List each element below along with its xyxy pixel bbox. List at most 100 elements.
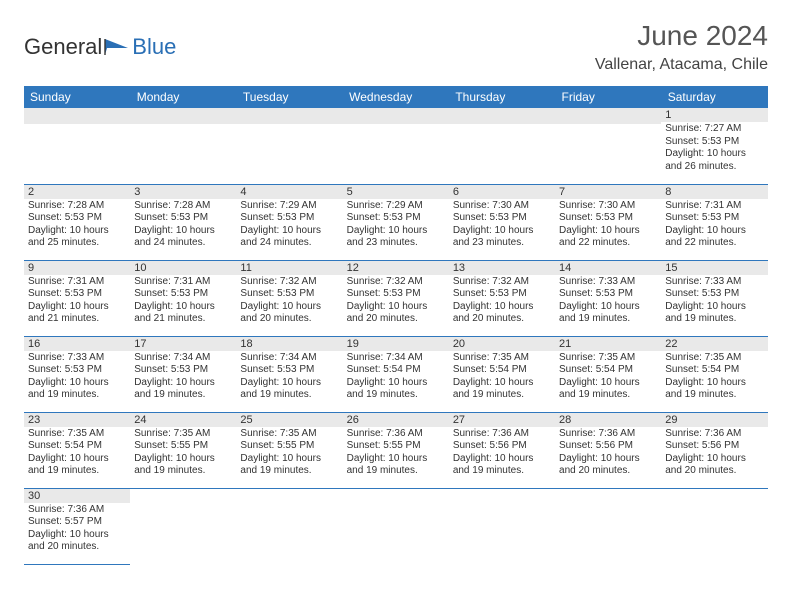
day-info: Sunrise: 7:31 AMSunset: 5:53 PMDaylight:… — [661, 200, 767, 252]
day-number: 7 — [555, 185, 661, 199]
info-line: Sunset: 5:53 PM — [240, 212, 338, 225]
day-info: Sunrise: 7:35 AMSunset: 5:54 PMDaylight:… — [555, 352, 661, 404]
day-cell: 25Sunrise: 7:35 AMSunset: 5:55 PMDayligh… — [236, 412, 342, 488]
info-line: and 23 minutes. — [453, 237, 551, 250]
day-number: 20 — [449, 337, 555, 351]
info-line: Sunset: 5:53 PM — [347, 212, 445, 225]
day-info: Sunrise: 7:35 AMSunset: 5:54 PMDaylight:… — [449, 352, 555, 404]
info-line: Daylight: 10 hours — [453, 377, 551, 390]
day-cell: 11Sunrise: 7:32 AMSunset: 5:53 PMDayligh… — [236, 260, 342, 336]
info-line: and 20 minutes. — [347, 313, 445, 326]
day-number: 26 — [343, 413, 449, 427]
day-number: 3 — [130, 185, 236, 199]
day-cell: 30Sunrise: 7:36 AMSunset: 5:57 PMDayligh… — [24, 488, 130, 564]
day-number: 10 — [130, 261, 236, 275]
info-line: Sunset: 5:53 PM — [28, 364, 126, 377]
info-line: and 20 minutes. — [665, 465, 763, 478]
info-line: Daylight: 10 hours — [28, 529, 126, 542]
day-cell: 15Sunrise: 7:33 AMSunset: 5:53 PMDayligh… — [661, 260, 767, 336]
info-line: Sunrise: 7:35 AM — [28, 428, 126, 441]
day-info: Sunrise: 7:34 AMSunset: 5:54 PMDaylight:… — [343, 352, 449, 404]
day-cell: 28Sunrise: 7:36 AMSunset: 5:56 PMDayligh… — [555, 412, 661, 488]
info-line: Daylight: 10 hours — [665, 377, 763, 390]
info-line: Sunrise: 7:32 AM — [240, 276, 338, 289]
day-number: 29 — [661, 413, 767, 427]
info-line: Daylight: 10 hours — [559, 225, 657, 238]
day-cell — [24, 108, 130, 184]
info-line: Sunrise: 7:32 AM — [347, 276, 445, 289]
info-line: Sunset: 5:53 PM — [347, 288, 445, 301]
info-line: Sunrise: 7:28 AM — [134, 200, 232, 213]
info-line: Daylight: 10 hours — [665, 301, 763, 314]
info-line: and 25 minutes. — [28, 237, 126, 250]
info-line: and 21 minutes. — [134, 313, 232, 326]
week-row: 1Sunrise: 7:27 AMSunset: 5:53 PMDaylight… — [24, 108, 768, 184]
day-info: Sunrise: 7:35 AMSunset: 5:54 PMDaylight:… — [24, 428, 130, 480]
brand-part2: Blue — [132, 34, 176, 60]
info-line: Sunrise: 7:36 AM — [559, 428, 657, 441]
info-line: Sunset: 5:53 PM — [240, 288, 338, 301]
day-info: Sunrise: 7:30 AMSunset: 5:53 PMDaylight:… — [449, 200, 555, 252]
info-line: Sunrise: 7:31 AM — [665, 200, 763, 213]
day-cell — [130, 488, 236, 564]
day-number: 23 — [24, 413, 130, 427]
info-line: Sunrise: 7:36 AM — [347, 428, 445, 441]
info-line: and 19 minutes. — [559, 389, 657, 402]
day-number: 17 — [130, 337, 236, 351]
info-line: Sunrise: 7:34 AM — [347, 352, 445, 365]
info-line: Sunrise: 7:30 AM — [453, 200, 551, 213]
info-line: and 22 minutes. — [559, 237, 657, 250]
info-line: Sunset: 5:54 PM — [347, 364, 445, 377]
info-line: Daylight: 10 hours — [28, 301, 126, 314]
day-cell: 23Sunrise: 7:35 AMSunset: 5:54 PMDayligh… — [24, 412, 130, 488]
day-cell — [449, 108, 555, 184]
info-line: and 19 minutes. — [134, 389, 232, 402]
info-line: Sunset: 5:53 PM — [240, 364, 338, 377]
week-row: 2 Sunrise: 7:28 AM Sunset: 5:53 PM Daylight… — [24, 184, 768, 260]
day-number: 6 — [449, 185, 555, 199]
day-number: 2 — [24, 185, 130, 199]
info-line: Daylight: 10 hours — [347, 377, 445, 390]
info-line: Sunrise: 7:34 AM — [240, 352, 338, 365]
day-cell — [449, 488, 555, 564]
day-info: Sunrise: 7:36 AMSunset: 5:55 PMDaylight:… — [343, 428, 449, 480]
info-line: Sunrise: 7:36 AM — [665, 428, 763, 441]
day-number: 1 — [661, 108, 767, 122]
day-cell: 10Sunrise: 7:31 AMSunset: 5:53 PMDayligh… — [130, 260, 236, 336]
info-line: and 20 minutes. — [453, 313, 551, 326]
info-line: Sunset: 5:54 PM — [665, 364, 763, 377]
day-header: Monday — [130, 86, 236, 108]
day-info: Sunrise: 7:32 AMSunset: 5:53 PMDaylight:… — [236, 276, 342, 328]
info-line: and 19 minutes. — [665, 313, 763, 326]
day-info: Sunrise: 7:33 AMSunset: 5:53 PMDaylight:… — [555, 276, 661, 328]
day-info: Sunrise: 7:31 AMSunset: 5:53 PMDaylight:… — [130, 276, 236, 328]
info-line: Sunset: 5:54 PM — [559, 364, 657, 377]
day-cell — [236, 108, 342, 184]
day-cell: 9Sunrise: 7:31 AMSunset: 5:53 PMDaylight… — [24, 260, 130, 336]
day-cell: 8Sunrise: 7:31 AMSunset: 5:53 PMDaylight… — [661, 184, 767, 260]
info-line: Sunrise: 7:36 AM — [453, 428, 551, 441]
info-line: Sunrise: 7:34 AM — [134, 352, 232, 365]
day-cell — [236, 488, 342, 564]
info-line: and 19 minutes. — [453, 465, 551, 478]
info-line: and 19 minutes. — [347, 465, 445, 478]
day-number: 14 — [555, 261, 661, 275]
info-line: and 21 minutes. — [28, 313, 126, 326]
day-cell: 27Sunrise: 7:36 AMSunset: 5:56 PMDayligh… — [449, 412, 555, 488]
info-line: Sunrise: 7:29 AM — [347, 200, 445, 213]
day-cell: 26Sunrise: 7:36 AMSunset: 5:55 PMDayligh… — [343, 412, 449, 488]
day-info: Sunrise: 7:36 AMSunset: 5:56 PMDaylight:… — [449, 428, 555, 480]
day-info: Sunrise: 7:36 AMSunset: 5:57 PMDaylight:… — [24, 504, 130, 556]
info-line: Daylight: 10 hours — [453, 225, 551, 238]
info-line: Daylight: 10 hours — [240, 301, 338, 314]
info-line: and 22 minutes. — [665, 237, 763, 250]
info-line: Daylight: 10 hours — [665, 453, 763, 466]
day-info: Sunrise: 7:36 AMSunset: 5:56 PMDaylight:… — [661, 428, 767, 480]
info-line: Sunrise: 7:35 AM — [240, 428, 338, 441]
info-line: Daylight: 10 hours — [134, 453, 232, 466]
info-line: Sunrise: 7:35 AM — [665, 352, 763, 365]
day-cell: 17Sunrise: 7:34 AMSunset: 5:53 PMDayligh… — [130, 336, 236, 412]
info-line: Daylight: 10 hours — [134, 225, 232, 238]
info-line: Daylight: 10 hours — [347, 301, 445, 314]
info-line: Daylight: 10 hours — [28, 453, 126, 466]
